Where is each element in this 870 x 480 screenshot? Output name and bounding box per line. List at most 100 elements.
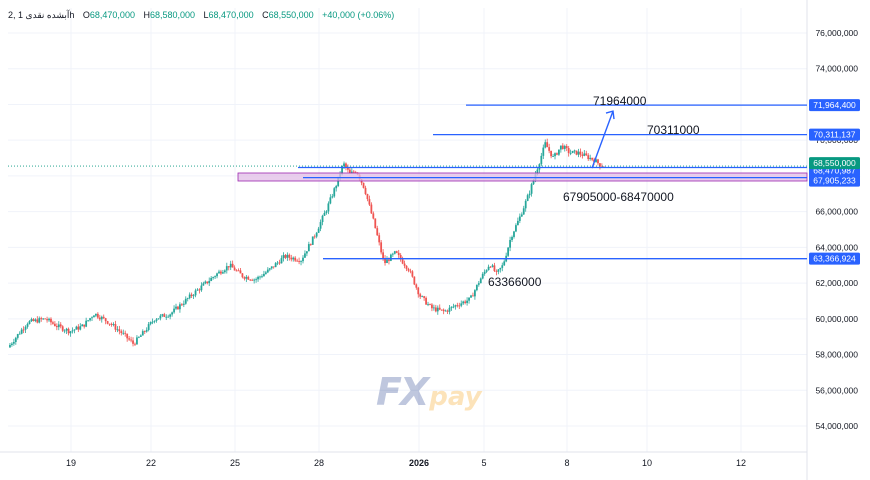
candle-body	[579, 151, 582, 155]
level-label-71964000: 71964000	[593, 94, 647, 108]
candle-body	[536, 169, 539, 175]
candle-body	[36, 319, 39, 323]
candle-body	[563, 146, 566, 149]
candle-body	[438, 307, 441, 310]
candle-body	[479, 278, 482, 284]
y-tick-label: 74,000,000	[815, 64, 858, 74]
candle-body	[558, 149, 560, 155]
candle-body	[581, 154, 584, 156]
candle-body	[450, 306, 453, 308]
candle-body	[159, 315, 162, 319]
x-tick-label: 19	[66, 458, 76, 468]
candle-body	[239, 270, 242, 274]
candle-body	[362, 182, 365, 188]
candle-body	[495, 271, 498, 272]
candle-body	[196, 289, 199, 291]
candle-body	[503, 261, 506, 266]
price-tag-zone_bottom: 67,905,233	[813, 176, 856, 186]
symbol-label: آبشده نقدی 1 ,2h	[8, 10, 75, 20]
candle-body	[227, 266, 230, 268]
candle-body	[585, 153, 588, 156]
price-tag-70311000-bg	[809, 128, 860, 141]
candle-body	[395, 251, 398, 253]
candle-body	[231, 263, 234, 268]
candle-body	[520, 214, 523, 217]
candle-body	[85, 320, 88, 327]
candle-body	[268, 268, 271, 270]
candle-body	[186, 298, 189, 299]
candle-body	[139, 335, 142, 337]
level-label-63366000: 63366000	[488, 275, 542, 289]
candle-body	[464, 301, 467, 303]
y-tick-label: 54,000,000	[815, 421, 858, 431]
candle-body	[546, 142, 549, 148]
candle-body	[147, 324, 150, 330]
candle-body	[141, 331, 144, 336]
candle-body	[526, 195, 529, 201]
candle-body	[456, 305, 459, 307]
candle-body	[460, 303, 463, 306]
candle-body	[345, 163, 347, 168]
logo-fx-text: FX	[376, 370, 429, 414]
candle-body	[442, 309, 445, 312]
candle-body	[79, 326, 82, 330]
change-value: +40,000 (+0.06%)	[322, 10, 395, 20]
candle-body	[286, 254, 289, 258]
candle-body	[149, 322, 152, 325]
candle-body	[335, 185, 338, 189]
candle-body	[364, 187, 367, 195]
candle-body	[155, 319, 158, 321]
price-tag-71964000-bg	[809, 99, 860, 112]
candle-body	[163, 314, 166, 317]
candle-body	[491, 265, 494, 267]
y-tick-label: 64,000,000	[815, 242, 858, 252]
candle-body	[399, 255, 402, 260]
candle-body	[518, 216, 521, 221]
candle-body	[296, 260, 299, 262]
candle-body	[108, 323, 111, 325]
candle-body	[50, 318, 52, 323]
candle-body	[259, 276, 261, 278]
candle-body	[46, 319, 48, 321]
candle-body	[595, 159, 597, 163]
candle-body	[124, 332, 127, 334]
candle-body	[206, 281, 209, 284]
candle-body	[466, 300, 468, 303]
open-value: 68,470,000	[89, 10, 135, 20]
level-label-70311000: 70311000	[647, 123, 700, 137]
candle-body	[59, 324, 62, 327]
candle-body	[188, 294, 191, 299]
candle-body	[409, 270, 412, 272]
x-tick-label: 8	[564, 458, 569, 468]
candle-body	[26, 323, 29, 327]
candle-body	[61, 326, 64, 331]
candle-body	[134, 343, 136, 345]
projection-arrow-line	[591, 110, 614, 169]
candle-body	[401, 259, 404, 264]
candle-body	[454, 305, 457, 307]
candle-body	[378, 235, 381, 243]
price-tag-71964000: 71,964,400	[813, 100, 856, 110]
candle-body	[497, 269, 500, 272]
candle-body	[565, 146, 568, 149]
candle-body	[93, 315, 95, 318]
candle-body	[91, 317, 93, 319]
candle-body	[53, 323, 56, 327]
candle-body	[38, 318, 41, 323]
candle-body	[255, 279, 258, 281]
candle-body	[14, 337, 17, 343]
candle-body	[106, 321, 109, 324]
candle-body	[304, 253, 306, 258]
candle-body	[169, 314, 172, 317]
candle-body	[120, 331, 123, 333]
candle-body	[489, 266, 492, 268]
candle-body	[567, 148, 570, 154]
candle-body	[403, 263, 406, 266]
candle-body	[548, 147, 551, 151]
fxpay-watermark-logo: FXpay	[376, 370, 482, 414]
candle-body	[57, 324, 60, 328]
candle-body	[143, 331, 146, 332]
candle-body	[417, 287, 420, 295]
x-tick-label: 2026	[409, 458, 429, 468]
